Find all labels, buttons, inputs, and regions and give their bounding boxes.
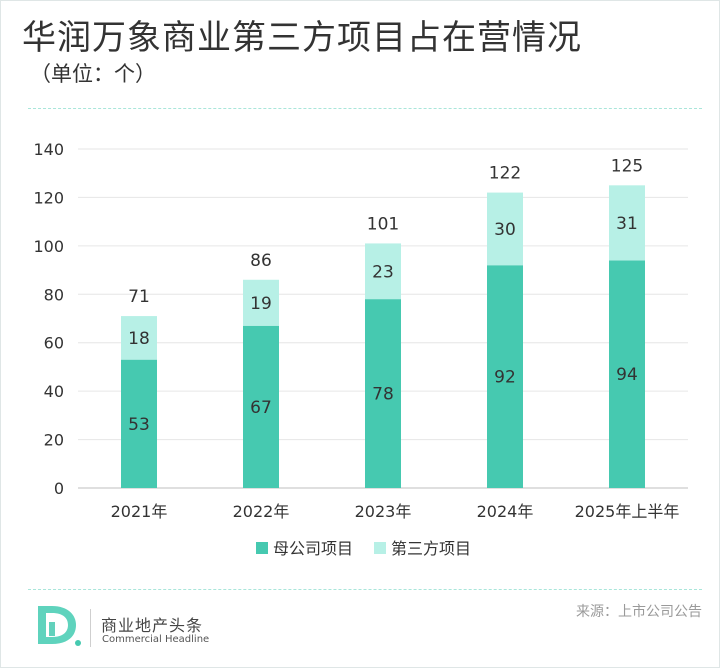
- y-tick-label: 80: [44, 285, 64, 304]
- brand-name-en: Commercial Headline: [102, 634, 210, 645]
- bar-thirdparty-segment: [365, 243, 401, 300]
- brand-name-cn: 商业地产头条: [101, 616, 204, 635]
- bar-segment-label: 23: [372, 262, 394, 282]
- bar-thirdparty-segment: [487, 192, 523, 266]
- y-tick-label: 20: [44, 431, 64, 450]
- bar-parent-segment: [609, 260, 645, 488]
- y-tick-label: 60: [44, 334, 64, 353]
- bar-parent-segment: [121, 359, 157, 488]
- y-tick-label: 40: [44, 382, 64, 401]
- bar-thirdparty-segment: [243, 279, 279, 326]
- x-tick-label: 2023年: [355, 502, 412, 521]
- bar-thirdparty-segment: [609, 185, 645, 261]
- bar-segment-label: 30: [494, 220, 516, 240]
- bar-segment-label: 53: [128, 415, 150, 435]
- bar-parent-segment: [365, 299, 401, 488]
- legend-swatch: [256, 542, 268, 554]
- bar-parent-segment: [487, 265, 523, 488]
- logo-separator: [90, 609, 91, 647]
- top-divider: [28, 108, 702, 109]
- y-tick-label: 0: [54, 479, 64, 498]
- bar-segment-label: 19: [250, 294, 272, 314]
- bar-parent-segment: [243, 325, 279, 488]
- y-tick-label: 140: [33, 140, 64, 159]
- legend-label: 第三方项目: [391, 539, 471, 558]
- bar-total-label: 71: [128, 287, 150, 307]
- data-source-note: 来源：上市公司公告: [576, 604, 702, 620]
- bar-segment-label: 18: [128, 329, 150, 349]
- chart-title: 华润万象商业第三方项目占在营情况: [22, 18, 582, 58]
- bar-segment-label: 67: [250, 398, 272, 418]
- x-tick-label: 2024年: [477, 502, 534, 521]
- y-tick-label: 100: [33, 237, 64, 256]
- stacked-bar-chart: 0 20 40 60 80 100 120 140 53 18 71 2021年 67 19 86 2022年…: [33, 140, 688, 558]
- bar-total-label: 125: [611, 156, 643, 176]
- y-tick-label: 120: [33, 188, 64, 207]
- bar-total-label: 101: [367, 214, 399, 234]
- bar-segment-label: 92: [494, 368, 516, 388]
- bar-segment-label: 31: [616, 214, 638, 234]
- bar-segment-label: 94: [616, 365, 638, 385]
- bar-total-label: 86: [250, 251, 272, 271]
- chart-unit-subtitle: （单位：个）: [30, 62, 156, 86]
- x-tick-label: 2022年: [233, 502, 290, 521]
- x-tick-label: 2021年: [111, 502, 168, 521]
- bar-segment-label: 78: [372, 385, 394, 405]
- bottom-divider: [28, 589, 702, 590]
- legend-swatch: [374, 542, 386, 554]
- brand-logo-d-icon: [38, 606, 81, 646]
- bar-thirdparty-segment: [121, 316, 157, 360]
- legend-label: 母公司项目: [273, 539, 353, 558]
- bar-total-label: 122: [489, 164, 521, 184]
- x-tick-label: 2025年上半年: [575, 502, 680, 521]
